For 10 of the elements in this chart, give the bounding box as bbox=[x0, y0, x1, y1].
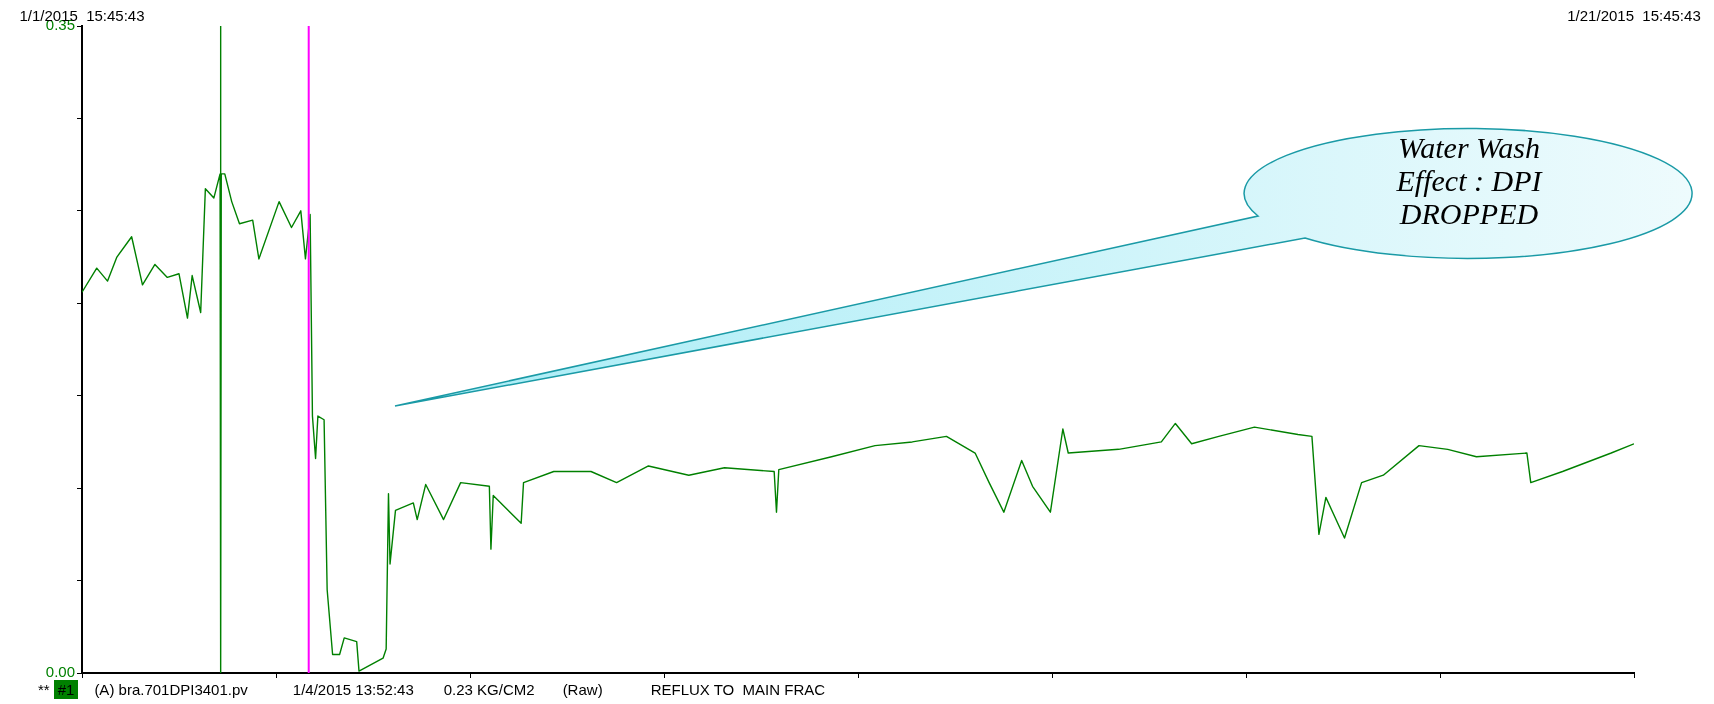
text: REFLUX TO MAIN FRAC bbox=[650, 681, 826, 698]
text: 0.23 KG/CM2 bbox=[443, 681, 535, 698]
annotation: Water Wash Effect : DPI DROPPED bbox=[1395, 131, 1544, 230]
text: #1 bbox=[53, 680, 79, 699]
y-tick-label: 0.00 bbox=[45, 663, 75, 681]
x-tick-label: 1/21/2015 15:45:43 bbox=[1567, 7, 1701, 25]
text: (A) bra.701DPI3401.pv bbox=[94, 681, 248, 698]
text: (Raw) bbox=[562, 681, 603, 698]
text: ** bbox=[38, 681, 50, 698]
text: 1/4/2015 13:52:43 bbox=[292, 681, 414, 698]
